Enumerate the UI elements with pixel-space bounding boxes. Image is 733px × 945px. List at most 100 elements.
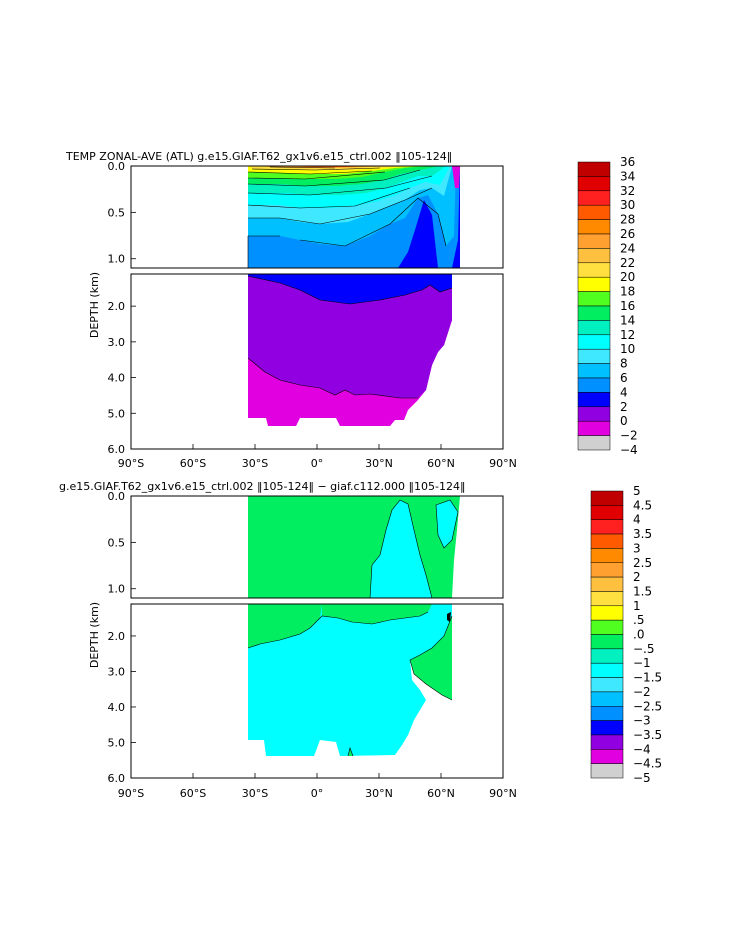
colorbar-swatch xyxy=(590,749,624,764)
colorbar-swatch xyxy=(590,505,624,520)
colorbar-swatch xyxy=(577,190,611,206)
y-tick-label: 1.0 xyxy=(108,583,126,596)
y-tick-label: 2.0 xyxy=(108,630,126,643)
colorbar-label: 36 xyxy=(620,155,635,169)
colorbar-swatch xyxy=(577,291,611,307)
colorbar-label: −2 xyxy=(620,429,638,443)
colorbar-label: 18 xyxy=(620,285,635,299)
temperature-panel: TEMP ZONAL-AVE (ATL) g.e15.GIAF.T62_gx1v… xyxy=(65,150,638,470)
top-lower-field xyxy=(247,274,453,426)
colorbar-swatch xyxy=(590,691,624,707)
colorbar-label: 0 xyxy=(620,414,628,428)
colorbar-label: 20 xyxy=(620,270,635,284)
colorbar-label: 24 xyxy=(620,241,635,255)
x-tick-label: 30°S xyxy=(242,787,268,800)
x-tick-label: 90°N xyxy=(489,787,517,800)
colorbar-label: 30 xyxy=(620,198,635,212)
x-tick-label: 30°N xyxy=(365,787,393,800)
x-tick-label: 0° xyxy=(311,457,324,470)
colorbar-label: −3.5 xyxy=(633,728,662,742)
bottom-upper-field xyxy=(248,496,460,599)
y-tick-label: 5.0 xyxy=(108,736,126,749)
y-tick-label: 3.0 xyxy=(108,336,126,349)
colorbar-label: 3.5 xyxy=(633,527,652,541)
colorbar-label: −4 xyxy=(620,443,638,457)
x-tick-label: 30°N xyxy=(365,457,393,470)
colorbar-label: 34 xyxy=(620,169,635,183)
x-tick-label: 60°S xyxy=(180,457,206,470)
x-tick-label: 60°N xyxy=(427,787,455,800)
colorbar-swatch xyxy=(590,605,624,621)
colorbar-label: 6 xyxy=(620,371,628,385)
bottom-lower-field xyxy=(247,604,453,757)
colorbar-label: −3 xyxy=(633,714,651,728)
bottom-colorbar: 54.543.532.521.51.5.0−.5−1−1.5−2−2.5−3−3… xyxy=(590,484,662,785)
colorbar-swatch xyxy=(590,677,624,693)
y-tick-label: 0.5 xyxy=(108,206,126,219)
colorbar-swatch xyxy=(577,305,611,321)
bottom-upper-frame xyxy=(130,495,504,599)
colorbar-label: 22 xyxy=(620,256,635,270)
x-tick-label: 0° xyxy=(311,787,324,800)
colorbar-swatch xyxy=(577,363,611,379)
x-tick-label: 90°S xyxy=(118,457,144,470)
top-upper-frame xyxy=(130,165,504,269)
colorbar-label: .5 xyxy=(633,613,644,627)
colorbar-swatch xyxy=(577,320,611,336)
colorbar-label: 12 xyxy=(620,328,635,342)
x-tick-label: 90°S xyxy=(118,787,144,800)
top-upper-field xyxy=(247,166,460,268)
colorbar-label: −2.5 xyxy=(633,699,662,713)
colorbar-swatch xyxy=(577,161,611,177)
y-tick-label: 5.0 xyxy=(108,407,126,420)
colorbar-swatch xyxy=(577,420,611,436)
colorbar-label: 4.5 xyxy=(633,498,652,512)
colorbar-label: −.5 xyxy=(633,642,655,656)
colorbar-label: −4 xyxy=(633,742,651,756)
colorbar-label: −1.5 xyxy=(633,671,662,685)
colorbar-label: 2 xyxy=(620,400,628,414)
difference-panel: g.e15.GIAF.T62_gx1v6.e15_ctrl.002 ‖105-1… xyxy=(59,480,662,800)
colorbar-label: −2 xyxy=(633,685,651,699)
colorbar-swatch xyxy=(577,219,611,235)
y-tick-label: 4.0 xyxy=(108,701,126,714)
colorbar-swatch xyxy=(590,519,624,535)
colorbar-swatch xyxy=(577,377,611,393)
top-ylabel: DEPTH (km) xyxy=(88,272,101,338)
colorbar-label: 28 xyxy=(620,213,635,227)
colorbar-swatch xyxy=(590,706,624,721)
x-tick-label: 60°S xyxy=(180,787,206,800)
colorbar-swatch xyxy=(577,334,611,350)
colorbar-swatch xyxy=(590,763,624,779)
y-tick-label: 3.0 xyxy=(108,665,126,678)
bottom-ylabel: DEPTH (km) xyxy=(88,602,101,668)
colorbar-swatch xyxy=(590,734,624,750)
colorbar-swatch xyxy=(590,533,624,549)
colorbar-label: 1.5 xyxy=(633,584,652,598)
colorbar-swatch xyxy=(577,262,611,278)
colorbar-swatch xyxy=(590,619,624,635)
colorbar-swatch xyxy=(577,435,611,451)
colorbar-swatch xyxy=(590,720,624,736)
colorbar-label: 8 xyxy=(620,357,628,371)
x-tick-label: 90°N xyxy=(489,457,517,470)
colorbar-swatch xyxy=(577,406,611,422)
colorbar-swatch xyxy=(590,562,624,578)
bottom-axes: 90°S 60°S 30°S 0° 30°N 60°N 90°N 0.0 0.5 1.0 2.0 3.… xyxy=(108,490,517,800)
top-axes: 90°S 60°S 30°S 0° 30°N 60°N 90°N 0.0 0.5 1.0 2.0 3.… xyxy=(108,160,517,470)
x-tick-label: 60°N xyxy=(427,457,455,470)
x-tick-label: 30°S xyxy=(242,457,268,470)
y-tick-label: 0.0 xyxy=(108,160,126,173)
colorbar-label: 32 xyxy=(620,184,635,198)
y-tick-label: 2.0 xyxy=(108,300,126,313)
y-tick-label: 0.0 xyxy=(108,490,126,503)
colorbar-swatch xyxy=(590,648,624,664)
colorbar-label: −5 xyxy=(633,771,651,785)
colorbar-label: 26 xyxy=(620,227,635,241)
y-tick-label: 1.0 xyxy=(108,253,126,266)
colorbar-label: 2.5 xyxy=(633,556,652,570)
colorbar-label: 4 xyxy=(620,385,628,399)
y-tick-label: 6.0 xyxy=(108,443,126,456)
colorbar-swatch xyxy=(577,176,611,192)
